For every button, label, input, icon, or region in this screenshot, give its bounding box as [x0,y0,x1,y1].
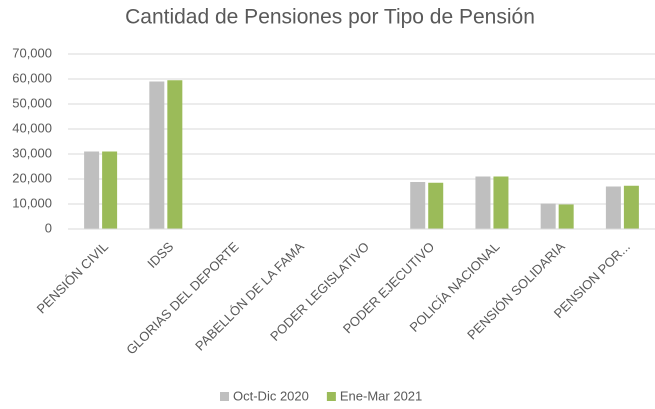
bar [623,185,639,229]
y-tick-label: 30,000 [12,145,52,160]
x-tick-label: PENSIÓN CIVIL [34,239,112,317]
bar [558,204,574,229]
y-tick-label: 20,000 [12,170,52,185]
legend-label: Ene-Mar 2021 [340,388,422,403]
x-tick-label: IDSS [144,239,176,271]
bar [167,80,183,229]
legend-swatch [220,392,229,401]
bar [540,203,556,229]
y-tick-label: 70,000 [12,45,52,60]
legend-swatch [326,392,336,401]
bar [410,182,426,229]
x-tick-label: PABELLÓN DE LA FAMA [192,239,307,354]
y-tick-label: 0 [45,220,52,235]
bar [605,186,621,229]
y-tick-label: 50,000 [12,95,52,110]
bar [84,151,100,229]
y-tick-label: 10,000 [12,195,52,210]
bar [428,182,444,229]
bar [493,176,509,229]
y-tick-label: 60,000 [12,70,52,85]
x-tick-label: GLORIAS DEL DEPORTE [123,239,242,358]
bar [102,151,118,229]
bar [149,81,165,229]
legend-label: Oct-Dic 2020 [233,388,309,403]
bar [475,176,491,229]
chart-title: Cantidad de Pensiones por Tipo de Pensió… [125,6,535,29]
y-tick-label: 40,000 [12,120,52,135]
